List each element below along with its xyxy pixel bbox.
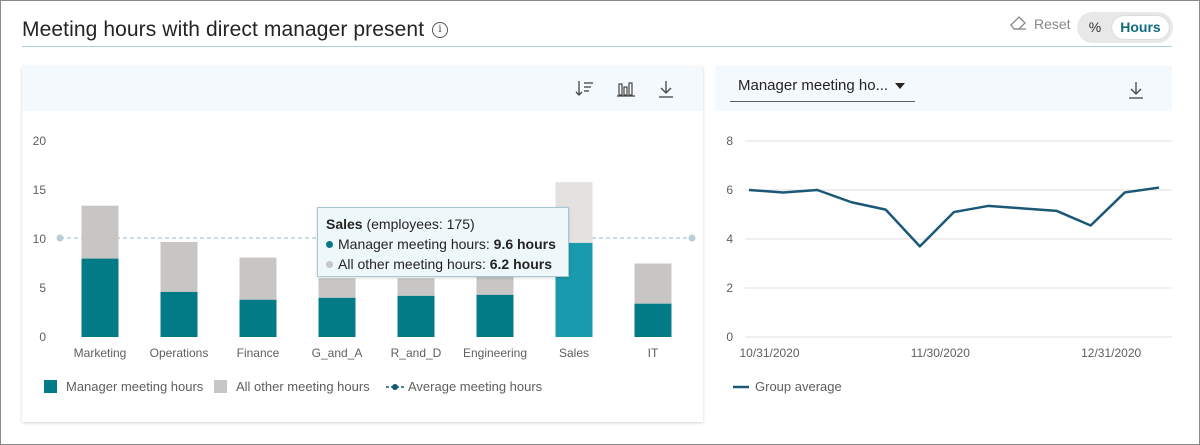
y-tick-label: 15	[33, 183, 47, 197]
legend-label-other: All other meeting hours	[236, 379, 370, 394]
y-tick-label: 8	[726, 134, 733, 148]
bar-manager-R_and_D	[397, 295, 435, 337]
bar-other-R_and_D	[397, 278, 435, 296]
x-tick-label: Engineering	[463, 346, 527, 360]
tooltip-employees: (employees: 175)	[366, 216, 475, 232]
x-tick-label: G_and_A	[312, 346, 363, 360]
bar-other-Engineering	[476, 276, 514, 295]
line-chart: 0 2 4 6 8 10/31/2020 11/30/2020 12/31/2020	[726, 134, 1172, 360]
x-tick-label: IT	[648, 346, 659, 360]
average-marker	[56, 234, 64, 242]
info-icon[interactable]: i	[432, 22, 448, 38]
bar-other-G_and_A	[318, 278, 356, 298]
line-chart-toolbar: Manager meeting ho...	[715, 66, 1172, 111]
tooltip-line2-value: 6.2 hours	[489, 256, 552, 272]
download-icon[interactable]	[1125, 79, 1147, 101]
bar-manager-G_and_A	[318, 297, 356, 337]
x-tick-label: 11/30/2020	[911, 346, 970, 360]
toggle-hours[interactable]: Hours	[1112, 16, 1169, 39]
y-tick-label: 0	[39, 330, 46, 344]
x-tick-label: 10/31/2020	[739, 346, 799, 360]
bar-chart: 0 5 10 15 20 Marketing Operations Finance G_and_…	[33, 134, 696, 360]
y-tick-label: 2	[726, 281, 733, 295]
eraser-icon	[1010, 16, 1026, 30]
bar-manager-Operations	[160, 291, 198, 337]
sort-icon[interactable]	[574, 78, 596, 100]
group-average-line	[748, 186, 1160, 248]
tooltip-line1-value: 9.6 hours	[493, 236, 556, 252]
tooltip-line1-label: Manager meeting hours:	[338, 236, 490, 252]
metric-dropdown[interactable]: Manager meeting ho...	[730, 71, 915, 102]
download-icon[interactable]	[655, 78, 677, 100]
tooltip-manager-dot	[326, 241, 333, 248]
y-tick-label: 10	[33, 232, 47, 246]
line-chart-card: Manager meeting ho... 0 2 4 6 8 10/31/2020 11/…	[715, 66, 1172, 422]
y-tick-label: 20	[33, 134, 47, 148]
unit-toggle[interactable]: % Hours	[1077, 12, 1173, 43]
y-tick-label: 4	[726, 232, 733, 246]
bar-manager-Marketing	[81, 258, 119, 337]
bar-other-Finance	[239, 257, 277, 300]
legend-swatch-other	[214, 380, 227, 393]
metric-dropdown-value: Manager meeting ho...	[738, 77, 889, 94]
average-marker	[688, 234, 696, 242]
legend-swatch-manager	[44, 380, 57, 393]
bar-tooltip: Sales (employees: 175) Manager meeting h…	[317, 207, 569, 277]
page-title: Meeting hours with direct manager presen…	[22, 18, 425, 41]
y-tick-label: 0	[726, 330, 733, 344]
bar-other-IT	[634, 263, 672, 304]
reset-label: Reset	[1034, 16, 1071, 32]
chevron-down-icon	[895, 83, 905, 89]
bar-manager-Engineering	[476, 294, 514, 337]
tooltip-other-dot	[326, 261, 333, 268]
chart-type-icon[interactable]	[615, 78, 637, 100]
bar-other-Operations	[160, 241, 198, 292]
title-divider	[22, 46, 1172, 47]
legend-label-group-average: Group average	[755, 379, 842, 394]
bar-manager-IT	[634, 303, 672, 337]
bar-chart-toolbar	[22, 66, 703, 111]
x-tick-label: Operations	[150, 346, 209, 360]
legend-swatch-group-average	[733, 385, 749, 389]
legend-swatch-average	[386, 384, 404, 390]
y-tick-label: 6	[726, 183, 733, 197]
x-tick-label: R_and_D	[391, 346, 442, 360]
bar-chart-card: 0 5 10 15 20 Marketing Operations Finance G_and_…	[22, 66, 703, 422]
legend-label-manager: Manager meeting hours	[66, 379, 204, 394]
bar-manager-Finance	[239, 299, 277, 337]
x-tick-label: Marketing	[74, 346, 127, 360]
toggle-percent[interactable]: %	[1088, 19, 1102, 35]
legend-label-average: Average meeting hours	[408, 379, 543, 394]
x-tick-label: Sales	[559, 346, 589, 360]
bar-other-Marketing	[81, 205, 119, 259]
tooltip-category: Sales	[326, 216, 363, 232]
x-tick-label: Finance	[237, 346, 280, 360]
x-tick-label: 12/31/2020	[1081, 346, 1141, 360]
tooltip-line2-label: All other meeting hours:	[338, 256, 486, 272]
y-tick-label: 5	[39, 281, 46, 295]
